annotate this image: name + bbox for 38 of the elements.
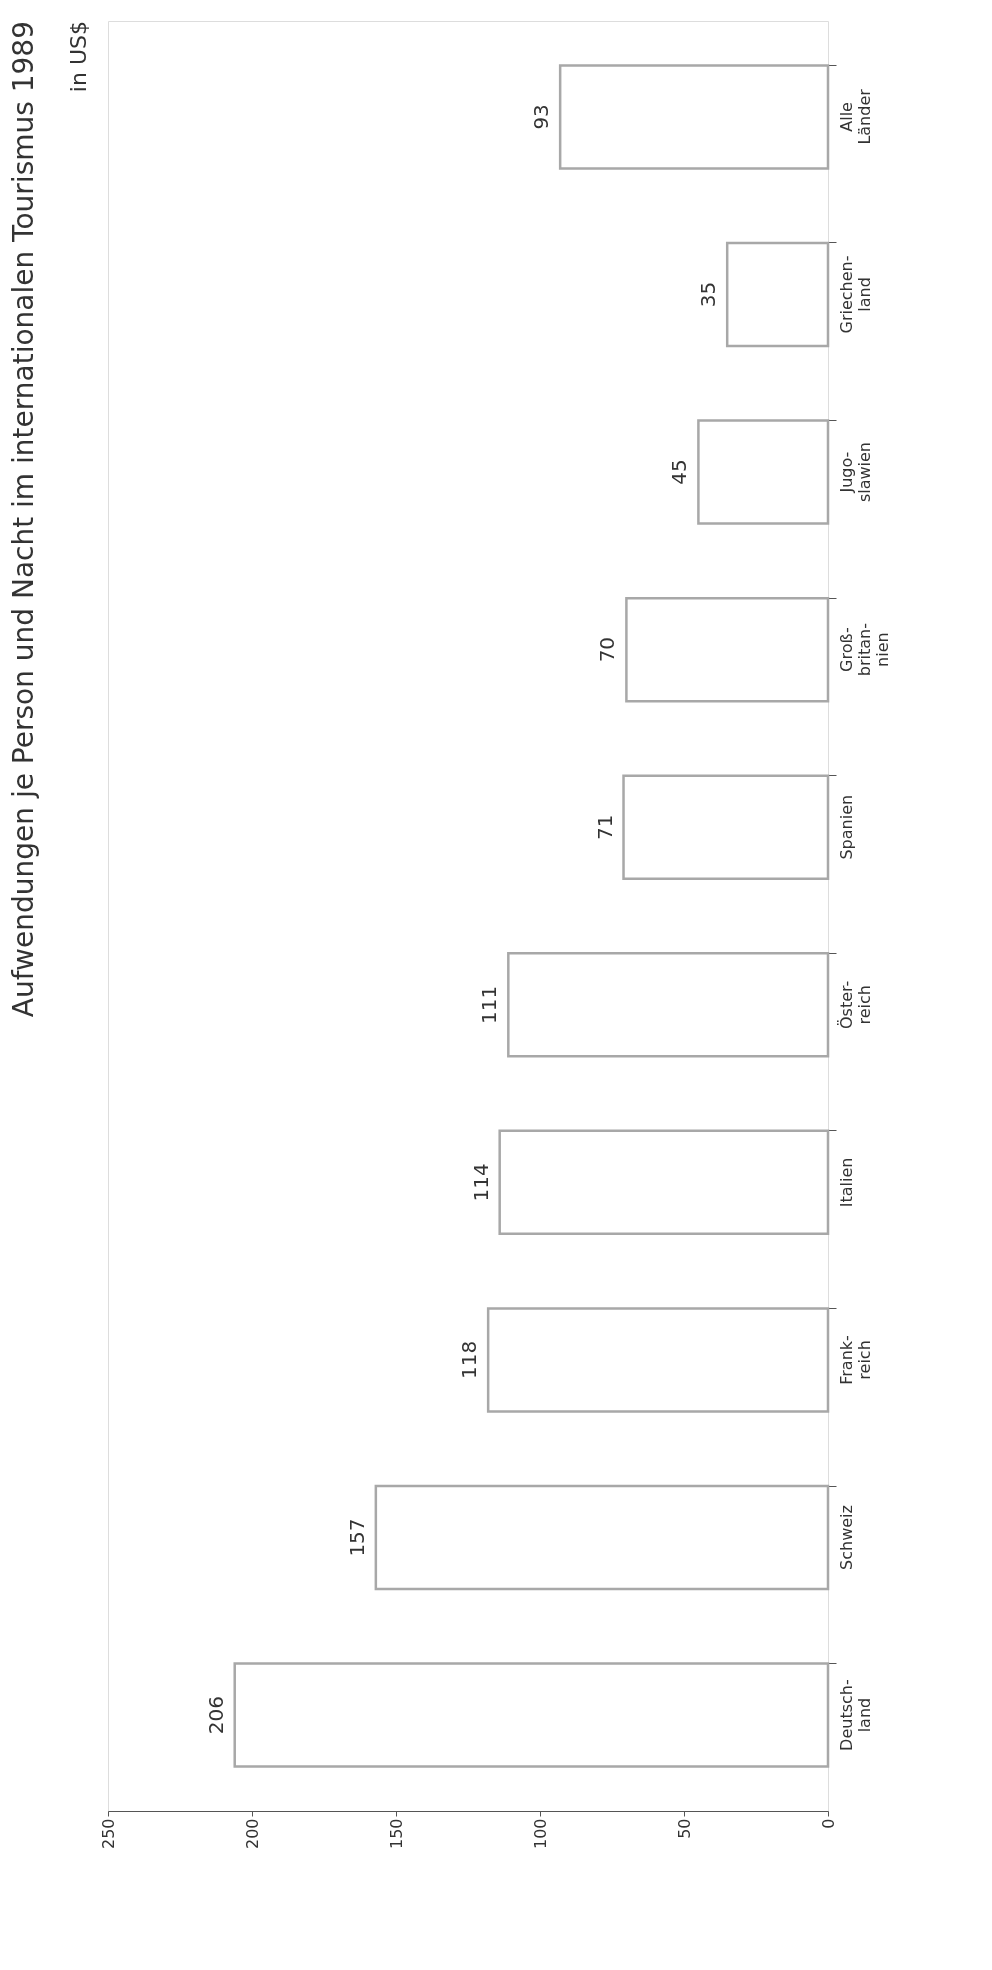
y-tick-label: Jugo- slawien: [836, 442, 874, 503]
y-tick-label: Spanien: [836, 794, 856, 860]
text: Aufwendungen je Person und Nacht im internationalen Tourismus 1989: [7, 21, 40, 1018]
bar: [486, 1307, 830, 1413]
y-tick-label: Alle Länder: [836, 88, 874, 145]
y-tick-label: Groß- britan- nien: [836, 623, 892, 677]
x-tick-label: 50: [674, 1818, 694, 1839]
y-tick-label: Frank- reich: [836, 1335, 874, 1385]
bar: [725, 241, 830, 348]
bar: [622, 774, 830, 880]
x-tick-label: 200: [242, 1818, 262, 1850]
data-label: 157: [344, 1518, 369, 1557]
bar: [374, 1484, 830, 1591]
x-tick-label: 0: [818, 1818, 838, 1829]
bar: [498, 1129, 830, 1236]
y-tick-label: Griechen- land: [836, 255, 874, 334]
text: in US$: [66, 21, 91, 93]
data-label: 35: [696, 281, 721, 308]
bar: [558, 64, 830, 170]
x-tick-label: 250: [98, 1818, 118, 1850]
data-label: 45: [667, 459, 692, 485]
bar: [233, 1662, 830, 1768]
bar: [697, 419, 830, 525]
bar: [507, 952, 830, 1058]
data-label: 206: [203, 1696, 228, 1735]
x-tick-label: 150: [386, 1818, 406, 1850]
data-label: 70: [595, 636, 620, 663]
data-label: 111: [477, 985, 502, 1024]
bar: [625, 596, 830, 703]
y-tick-label: Öster- reich: [836, 980, 874, 1029]
y-tick-label: Schweiz: [836, 1505, 856, 1570]
y-tick-label: Deutsch- land: [836, 1679, 874, 1751]
y-tick-label: Italien: [836, 1157, 856, 1208]
x-tick-label: 100: [530, 1818, 550, 1850]
data-label: 93: [529, 104, 554, 130]
data-label: 118: [457, 1340, 482, 1380]
data-label: 71: [592, 814, 617, 840]
data-label: 114: [468, 1163, 493, 1202]
